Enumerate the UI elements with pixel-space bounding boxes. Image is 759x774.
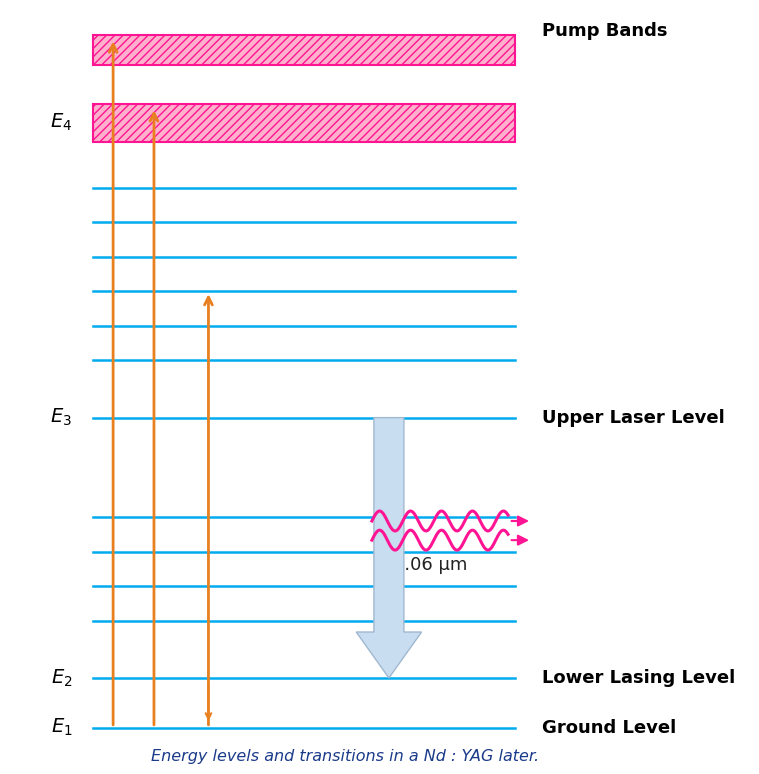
Text: 1.06 μm: 1.06 μm xyxy=(392,556,467,574)
Bar xyxy=(93,104,515,142)
Polygon shape xyxy=(356,418,421,678)
Text: Ground Level: Ground Level xyxy=(542,719,676,737)
Text: $E_1$: $E_1$ xyxy=(51,717,72,738)
Text: $E_2$: $E_2$ xyxy=(51,667,72,689)
Text: $E_3$: $E_3$ xyxy=(50,407,72,428)
Text: Energy levels and transitions in a Nd : YAG later.: Energy levels and transitions in a Nd : … xyxy=(150,748,539,764)
Text: Upper Laser Level: Upper Laser Level xyxy=(542,409,725,426)
Text: Pump Bands: Pump Bands xyxy=(542,22,668,40)
Text: $E_4$: $E_4$ xyxy=(50,112,72,133)
Bar xyxy=(93,35,515,66)
Text: Lower Lasing Level: Lower Lasing Level xyxy=(542,669,735,687)
